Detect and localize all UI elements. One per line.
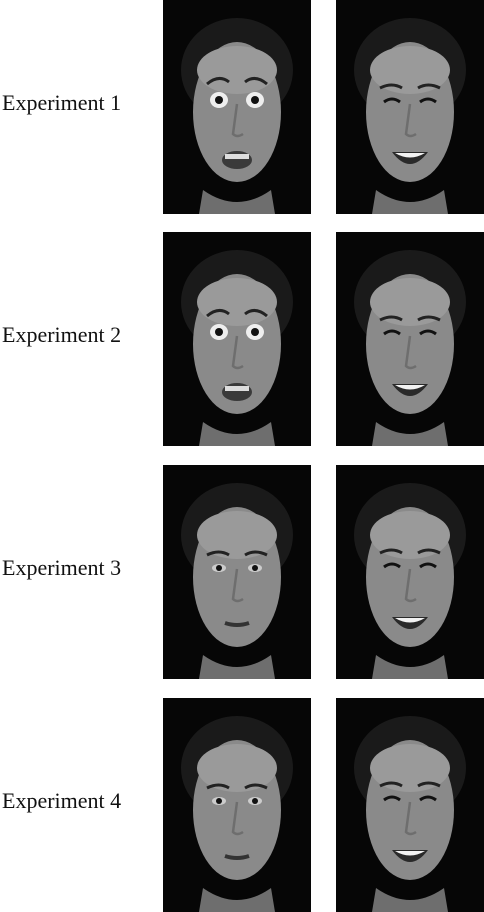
face-photo-neutral [163,465,311,679]
experiment-label: Experiment 3 [2,555,122,580]
experiment-row-3: Experiment 3 [0,465,484,679]
face-photo-neutral [163,698,311,912]
face-photo-fearful [163,232,311,446]
experiment-row-2: Experiment 2 [0,232,484,446]
experiment-label: Experiment 4 [2,788,122,813]
experiment-label: Experiment 2 [2,322,122,347]
face-photo-happy [336,0,484,214]
experiment-row-1: Experiment 1 [0,0,484,214]
face-photo-fearful [163,0,311,214]
face-photo-happy [336,698,484,912]
experiment-label: Experiment 1 [2,90,122,115]
face-photo-happy [336,232,484,446]
experiment-row-4: Experiment 4 [0,698,484,912]
face-photo-happy [336,465,484,679]
